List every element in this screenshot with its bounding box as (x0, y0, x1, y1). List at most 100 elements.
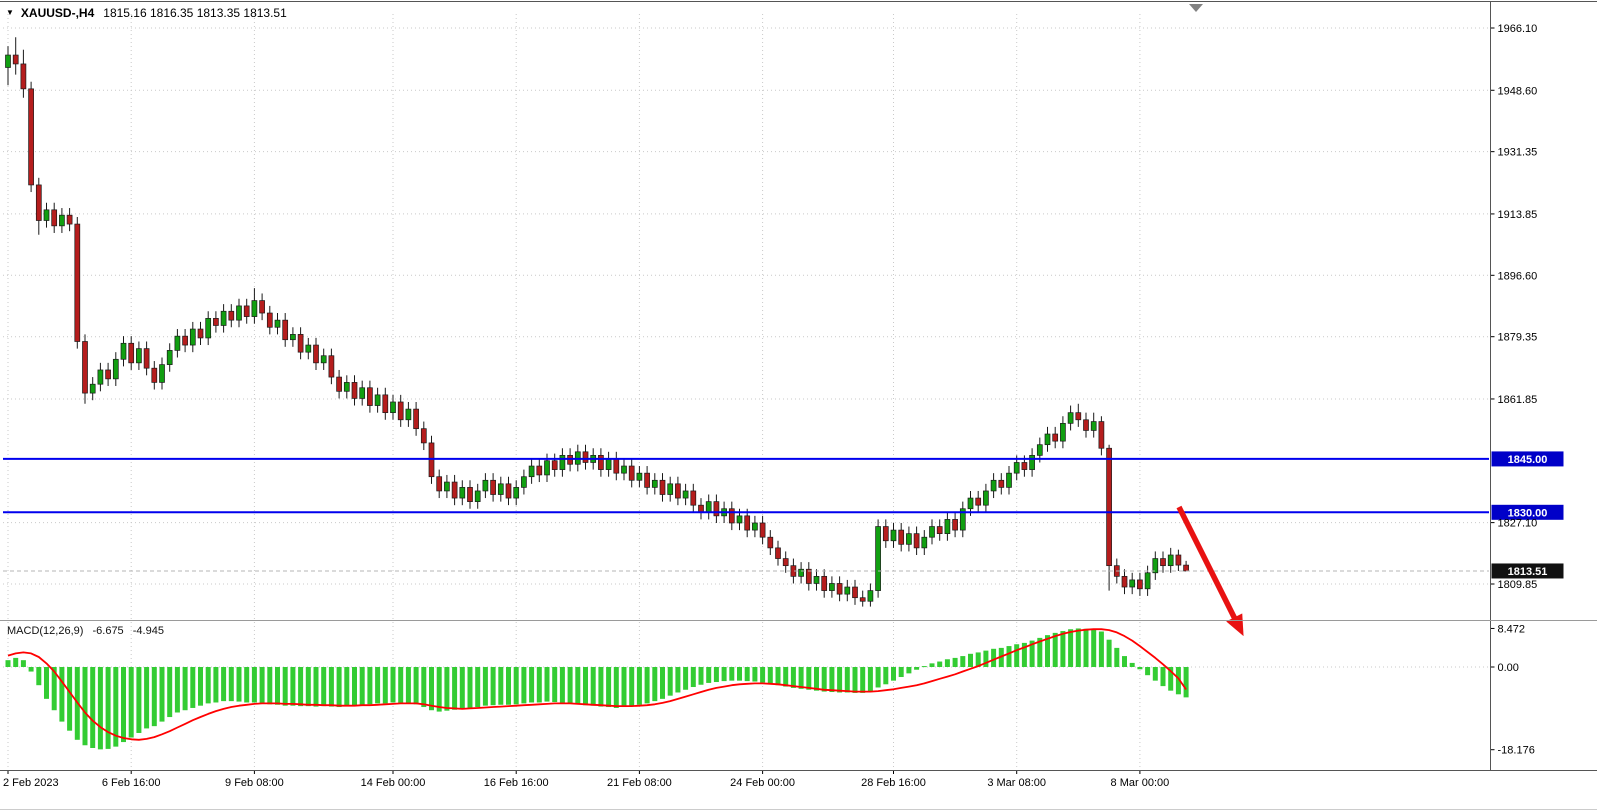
macd-histogram-bar (991, 648, 997, 667)
bear-candle (197, 328, 204, 339)
macd-histogram-bar (244, 667, 250, 703)
macd-histogram-bar (1037, 637, 1043, 667)
bear-candle (582, 451, 589, 463)
bear-candle (936, 526, 943, 534)
bull-candle (59, 214, 65, 227)
time-axis-label: 24 Feb 00:00 (730, 777, 795, 789)
macd-histogram-bar (221, 667, 227, 702)
trend-arrow[interactable] (1176, 505, 1244, 637)
price-scale-label: 1948.60 (1498, 85, 1538, 97)
bull-candle (621, 465, 627, 474)
macd-main-value: -6.675 (92, 625, 124, 637)
macd-histogram-bar (575, 667, 581, 705)
macd-histogram-bar (198, 667, 203, 706)
macd-histogram-bar (67, 667, 73, 731)
chart-ohlc-values: 1815.16 1816.35 1813.35 1813.51 (103, 6, 287, 20)
price-scale-label: 1861.85 (1498, 394, 1538, 406)
bull-candle (906, 533, 912, 545)
bull-candle (829, 583, 835, 591)
bull-candle (274, 319, 281, 328)
macd-histogram-bar (1114, 647, 1120, 667)
macd-histogram-bar (344, 667, 350, 707)
macd-histogram-bar (352, 667, 357, 706)
bear-candle (336, 376, 342, 392)
macd-histogram-bar (251, 667, 257, 703)
macd-scale-label: 0.00 (1498, 662, 1519, 674)
bull-candle (320, 355, 327, 364)
macd-histogram-bar (1021, 642, 1027, 667)
macd-histogram-bar (429, 667, 434, 711)
macd-histogram-bar (467, 667, 473, 708)
bull-candle (43, 209, 50, 221)
bear-candle (1075, 412, 1082, 421)
bull-candle (112, 358, 119, 380)
macd-histogram-bar (1175, 667, 1181, 695)
bear-candle (805, 568, 812, 584)
macd-histogram-bar (752, 667, 758, 682)
macd-histogram-bar (559, 667, 565, 703)
macd-histogram-bar (1137, 667, 1143, 670)
macd-histogram-bar (1129, 662, 1135, 667)
macd-histogram-bar (5, 660, 11, 667)
macd-histogram-bar (706, 667, 712, 683)
chart-shift-marker[interactable] (1189, 4, 1203, 12)
macd-scale-label: -18.176 (1498, 745, 1535, 757)
bull-candle (1013, 462, 1020, 474)
bull-candle (1006, 472, 1012, 488)
bull-candle (405, 408, 412, 421)
macd-histogram-bar (875, 667, 881, 688)
macd-histogram-bar (336, 667, 342, 708)
bull-candle (374, 394, 381, 406)
bear-candle (367, 387, 373, 406)
symbol-dropdown-icon[interactable]: ▼ (6, 8, 14, 17)
bear-candle (975, 497, 982, 506)
macd-histogram-bar (413, 667, 419, 705)
bull-candle (5, 54, 11, 68)
bull-candle (159, 364, 165, 383)
macd-histogram-bar (328, 667, 334, 707)
bull-candle (667, 483, 674, 495)
macd-histogram-bar (1029, 640, 1035, 667)
macd-histogram-bar (1145, 667, 1151, 676)
macd-histogram-bar (444, 667, 450, 711)
macd-histogram-bar (1183, 667, 1189, 698)
bear-candle (259, 300, 265, 314)
bear-candle (28, 88, 34, 186)
macd-histogram-bar (952, 657, 958, 667)
bear-candle (613, 458, 620, 474)
macd-histogram-bar (182, 667, 188, 711)
bull-candle (1144, 572, 1151, 590)
bear-candle (675, 483, 681, 499)
macd-histogram-bar (290, 667, 296, 706)
level-price-tag (1491, 504, 1564, 520)
bear-candle (143, 348, 150, 369)
bear-candle (551, 460, 558, 470)
bear-candle (451, 481, 458, 499)
macd-histogram-bar (44, 667, 49, 699)
bear-candle (490, 479, 496, 495)
macd-histogram-bar (529, 667, 535, 703)
macd-histogram-bar (174, 667, 180, 713)
macd-histogram-bar (1045, 635, 1050, 667)
macd-histogram-bar (767, 667, 773, 684)
bear-candle (82, 341, 88, 394)
bear-candle (1175, 554, 1182, 566)
macd-histogram-bar (960, 656, 966, 667)
bear-candle (228, 310, 235, 321)
macd-histogram-bar (760, 667, 766, 683)
macd-histogram-bar (1160, 667, 1166, 687)
macd-histogram-bar (1106, 639, 1112, 667)
bull-candle (929, 526, 935, 538)
level-price-tag-text: 1830.00 (1508, 507, 1548, 519)
bear-candle (1083, 419, 1089, 431)
bear-candle (313, 344, 319, 364)
bull-candle (444, 481, 450, 492)
bull-candle (983, 490, 989, 506)
time-axis-label: 6 Feb 16:00 (102, 777, 161, 789)
bear-candle (836, 583, 843, 595)
time-axis-label: 21 Feb 08:00 (607, 777, 672, 789)
bull-candle (497, 483, 504, 495)
bull-candle (1060, 422, 1066, 442)
macd-histogram-bar (852, 667, 858, 693)
